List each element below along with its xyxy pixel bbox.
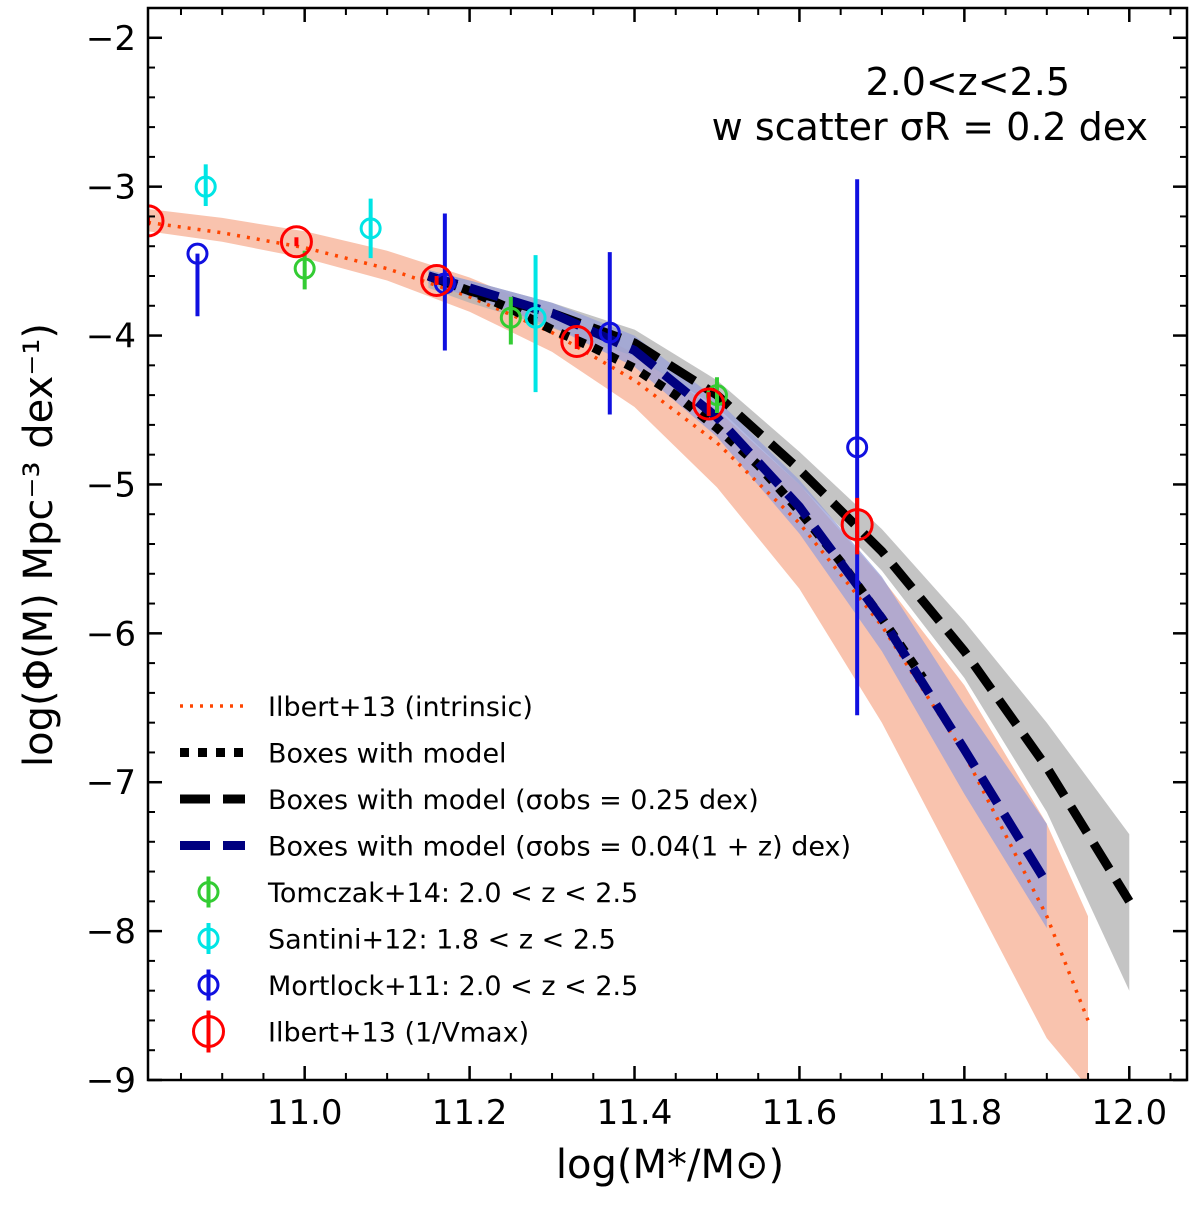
marker (524, 306, 547, 329)
annotation-scatter: w scatter σR = 0.2 dex (712, 105, 1148, 149)
legend-label: Boxes with model (σobs = 0.25 dex) (268, 785, 759, 816)
legend-marker (197, 927, 220, 950)
legend-label: Tomczak+14: 2.0 < z < 2.5 (267, 878, 638, 909)
legend-entry-5: Santini+12: 1.8 < z < 2.5 (197, 923, 616, 956)
marker (560, 325, 594, 359)
x-tick-label: 11.8 (927, 1093, 1003, 1133)
marker (359, 217, 382, 240)
x-axis-label: log(M*/M⊙) (556, 1142, 784, 1188)
legend-entry-4: Tomczak+14: 2.0 < z < 2.5 (197, 876, 638, 909)
y-tick-label: −8 (86, 912, 136, 952)
point-series-7-3 (560, 325, 594, 359)
x-tick-label: 11.6 (762, 1093, 838, 1133)
point-series-5-1 (359, 198, 382, 259)
x-tick-label: 11.2 (432, 1093, 508, 1133)
marker (194, 175, 217, 198)
marker (420, 263, 454, 297)
y-tick-label: −7 (86, 763, 136, 803)
point-series-6-0 (186, 242, 209, 317)
point-series-7-5 (840, 497, 874, 555)
legend: Ilbert+13 (intrinsic) Boxes with model Box… (180, 692, 851, 1053)
legend-entry-2: Boxes with model (σobs = 0.25 dex) (180, 785, 759, 816)
legend-label: Ilbert+13 (1/Vmax) (268, 1018, 529, 1049)
legend-label: Ilbert+13 (intrinsic) (268, 692, 533, 723)
y-tick-label: −5 (86, 465, 136, 505)
point-series-5-0 (194, 164, 217, 207)
tick-labels: 11.0 11.2 11.4 11.6 11.8 12.0 −9 −8 −7 −6 −5 −4 −3 −2 (86, 19, 1167, 1133)
point-series-7-1 (279, 225, 313, 259)
point-series-7-0 (148, 204, 165, 238)
annotation-redshift: 2.0<z<2.5 (866, 60, 1071, 104)
marker (692, 387, 726, 421)
marker (186, 242, 209, 265)
point-series-7-4 (692, 387, 726, 421)
legend-entry-3: Boxes with model (σobs = 0.04(1 + z) dex… (180, 832, 851, 863)
y-tick-label: −2 (86, 19, 136, 59)
x-tick-label: 12.0 (1091, 1093, 1167, 1133)
legend-label: Boxes with model (268, 739, 507, 770)
legend-entry-7: Ilbert+13 (1/Vmax) (192, 1010, 529, 1053)
point-series-6-2 (598, 252, 621, 415)
data-points (148, 164, 874, 716)
point-series-5-2 (524, 255, 547, 393)
axis-ticks (148, 8, 1187, 1082)
legend-entry-6: Mortlock+11: 2.0 < z < 2.5 (197, 969, 638, 1002)
y-tick-label: −9 (86, 1061, 136, 1101)
legend-entry-1: Boxes with model (180, 739, 507, 770)
point-series-6-3 (846, 179, 869, 716)
marker (846, 436, 869, 459)
point-series-4-1 (499, 296, 522, 345)
legend-label: Santini+12: 1.8 < z < 2.5 (268, 925, 616, 956)
point-series-4-0 (293, 250, 316, 290)
y-tick-label: −3 (86, 168, 136, 208)
legend-marker (197, 974, 220, 996)
point-series-7-2 (420, 263, 454, 297)
marker (148, 204, 165, 238)
y-axis-label: log(Φ(M) Mpc⁻³ dex⁻¹) (16, 323, 62, 767)
legend-label: Mortlock+11: 2.0 < z < 2.5 (268, 971, 638, 1002)
marker (598, 321, 621, 344)
x-tick-label: 11.0 (267, 1093, 343, 1133)
marker (840, 508, 874, 542)
marker (293, 257, 316, 280)
marker (279, 225, 313, 259)
legend-marker (192, 1015, 225, 1048)
marker (499, 306, 522, 329)
x-tick-label: 11.4 (597, 1093, 673, 1133)
legend-entry-0: Ilbert+13 (intrinsic) (180, 692, 533, 723)
legend-marker (197, 881, 220, 903)
y-tick-label: −4 (86, 317, 136, 357)
legend-label: Boxes with model (σobs = 0.04(1 + z) dex… (268, 832, 851, 863)
y-tick-label: −6 (86, 614, 136, 654)
